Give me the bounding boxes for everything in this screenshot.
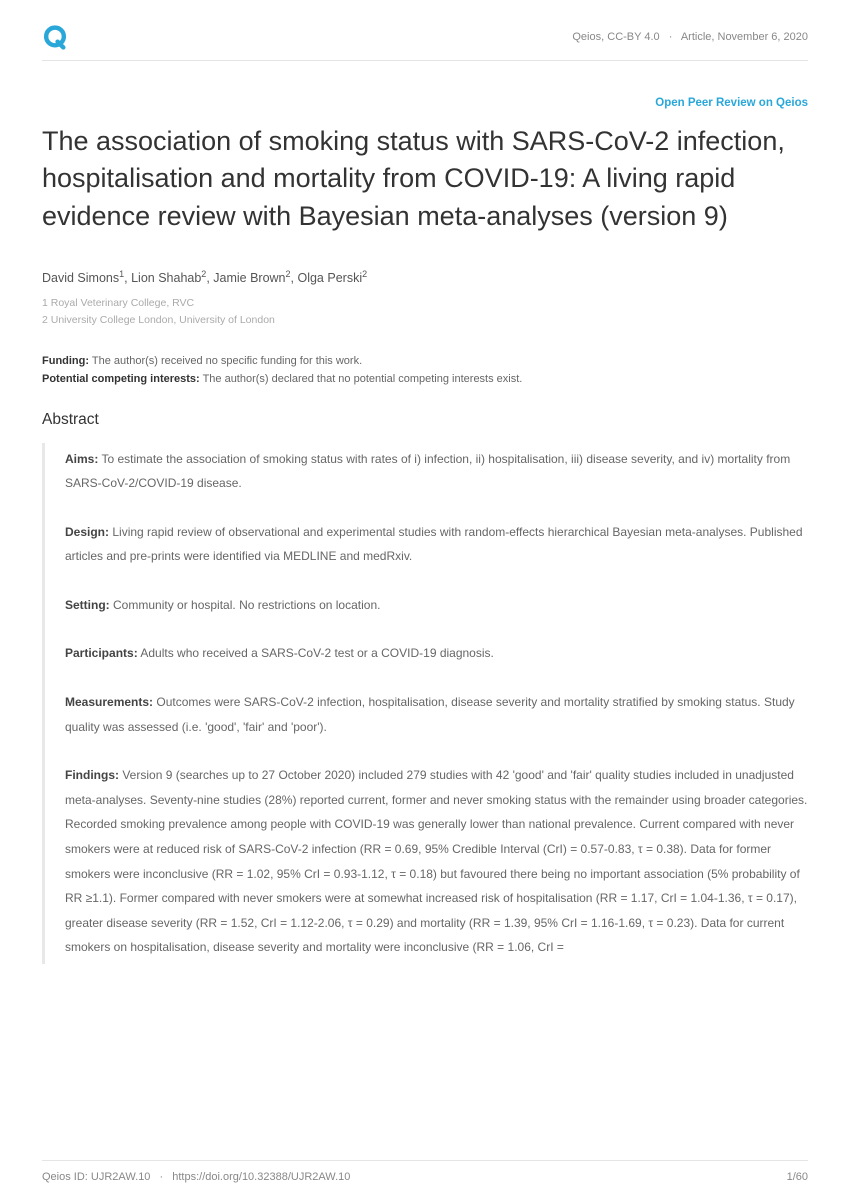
journal-name: Qeios (572, 31, 601, 43)
abstract-setting: Setting: Community or hospital. No restr… (65, 593, 808, 618)
abstract-measurements: Measurements: Outcomes were SARS-CoV-2 i… (65, 690, 808, 739)
author: Lion Shahab2 (131, 271, 206, 285)
license: CC-BY 4.0 (607, 31, 659, 43)
footer-left: Qeios ID: UJR2AW.10 · https://doi.org/10… (42, 1171, 350, 1183)
abstract-findings: Findings: Version 9 (searches up to 27 O… (65, 763, 808, 960)
author: Olga Perski2 (297, 271, 367, 285)
abstract-heading: Abstract (42, 411, 808, 429)
peer-review-link[interactable]: Open Peer Review on Qeios (42, 97, 808, 109)
affiliations: 1 Royal Veterinary College, RVC 2 Univer… (42, 295, 808, 329)
page-footer: Qeios ID: UJR2AW.10 · https://doi.org/10… (42, 1160, 808, 1183)
pub-date: November 6, 2020 (718, 31, 809, 43)
header-meta: Qeios, CC-BY 4.0 · Article, November 6, … (572, 31, 808, 43)
doc-type: Article (681, 31, 712, 43)
qeios-logo-icon (42, 24, 68, 50)
competing-label: Potential competing interests: (42, 373, 200, 385)
page-number: 1/60 (787, 1171, 808, 1183)
abstract-aims: Aims: To estimate the association of smo… (65, 447, 808, 496)
author-list: David Simons1, Lion Shahab2, Jamie Brown… (42, 269, 808, 285)
funding-label: Funding: (42, 355, 89, 367)
qeios-id-label: Qeios ID: (42, 1171, 88, 1183)
affiliation: 2 University College London, University … (42, 312, 808, 329)
page-header: Qeios, CC-BY 4.0 · Article, November 6, … (42, 24, 808, 61)
competing-interests-line: Potential competing interests: The autho… (42, 373, 808, 385)
affiliation: 1 Royal Veterinary College, RVC (42, 295, 808, 312)
competing-text: The author(s) declared that no potential… (203, 373, 523, 385)
author: David Simons1 (42, 271, 124, 285)
abstract-box: Aims: To estimate the association of smo… (42, 443, 808, 965)
funding-text: The author(s) received no specific fundi… (92, 355, 362, 367)
doi-link[interactable]: https://doi.org/10.32388/UJR2AW.10 (172, 1171, 350, 1183)
qeios-id: UJR2AW.10 (91, 1171, 151, 1183)
author: Jamie Brown2 (213, 271, 290, 285)
article-title: The association of smoking status with S… (42, 123, 808, 235)
abstract-participants: Participants: Adults who received a SARS… (65, 641, 808, 666)
abstract-design: Design: Living rapid review of observati… (65, 520, 808, 569)
funding-line: Funding: The author(s) received no speci… (42, 355, 808, 367)
